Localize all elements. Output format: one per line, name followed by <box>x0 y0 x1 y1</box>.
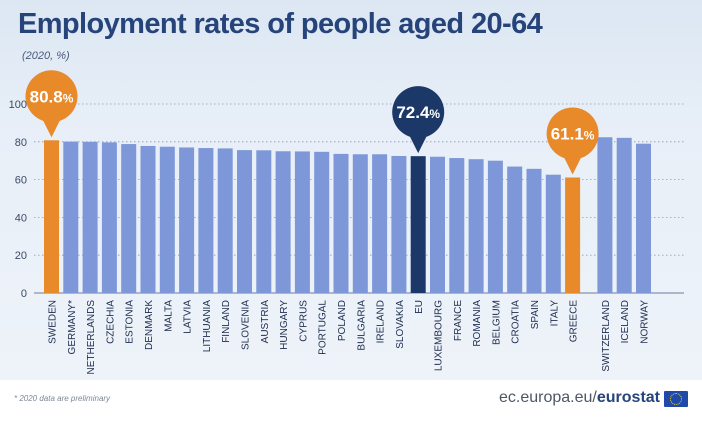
bar <box>333 153 349 293</box>
bar <box>256 150 272 293</box>
category-label: EU <box>414 300 425 314</box>
callout-pointer <box>41 117 62 138</box>
callout-value: 72.4% <box>396 103 440 122</box>
bar <box>468 159 484 293</box>
callout-circle <box>546 107 599 160</box>
source-brand: eurostat <box>596 389 660 406</box>
category-label: GREECE <box>569 300 580 343</box>
category-label: FINLAND <box>221 300 232 343</box>
chart-subtitle: (2020, %) <box>22 50 70 62</box>
category-label: CROATIA <box>511 300 522 344</box>
category-label: CZECHIA <box>105 300 116 344</box>
callout-number: 61.1 <box>551 125 584 144</box>
source-link[interactable]: ec.europa.eu/eurostat <box>499 389 660 407</box>
bar <box>449 158 465 293</box>
bar <box>63 141 79 293</box>
bar-chart: 0 20 40 60 80 100 SWEDEN GERMANY* NETHERLANDS CZE… <box>9 70 684 375</box>
bar <box>352 154 368 293</box>
bar <box>140 145 156 293</box>
bar <box>565 177 581 293</box>
callout-number: 72.4 <box>396 103 430 122</box>
bar <box>430 156 445 293</box>
bar <box>372 154 388 293</box>
category-label: ESTONIA <box>125 300 136 344</box>
callout-unit: % <box>584 129 595 143</box>
bar <box>545 174 561 293</box>
callout-pointer <box>562 154 583 175</box>
category-label: AUSTRIA <box>260 300 271 344</box>
category-label: ICELAND <box>620 300 631 343</box>
category-label: CYPRUS <box>298 300 309 342</box>
footer: * 2020 data are preliminary ec.europa.eu… <box>0 380 702 424</box>
bar <box>410 156 426 293</box>
category-label: ITALY <box>549 300 560 327</box>
category-label: NORWAY <box>640 300 651 344</box>
eu-flag-icon <box>664 391 688 407</box>
category-label: SLOVENIA <box>241 300 252 350</box>
bar <box>507 166 523 293</box>
callout-unit: % <box>429 107 440 121</box>
bar <box>294 151 310 293</box>
bar <box>526 168 542 293</box>
category-label: PORTUGAL <box>318 300 329 355</box>
category-label: BULGARIA <box>356 300 367 351</box>
bar <box>82 141 98 293</box>
category-label: DENMARK <box>144 300 155 350</box>
category-label: SPAIN <box>530 300 541 329</box>
source-prefix: ec.europa.eu/ <box>499 389 597 406</box>
bar <box>314 151 330 293</box>
category-label: LITHUANIA <box>202 300 213 353</box>
callout-number: 80.8 <box>30 87 63 106</box>
category-label: SWITZERLAND <box>601 300 612 372</box>
bar <box>487 160 503 293</box>
chart-background <box>0 0 702 380</box>
bar <box>121 144 137 293</box>
bar <box>44 140 59 293</box>
bar <box>198 148 214 293</box>
y-tick-label: 40 <box>15 212 27 224</box>
bar <box>391 155 407 293</box>
category-label: SLOVAKIA <box>395 300 406 349</box>
callout-value: 61.1% <box>551 125 595 144</box>
category-label: LUXEMBOURG <box>434 300 445 371</box>
category-label: HUNGARY <box>279 300 290 350</box>
y-tick-label: 60 <box>15 175 27 187</box>
bar <box>179 147 195 293</box>
bar <box>237 150 252 293</box>
category-label: SWEDEN <box>48 300 59 344</box>
bar <box>616 137 632 293</box>
y-tick-label: 0 <box>21 288 27 300</box>
category-label: POLAND <box>337 300 348 341</box>
category-label: ROMANIA <box>472 300 483 347</box>
category-label: BELGIUM <box>491 300 502 345</box>
bar <box>159 146 175 293</box>
y-tick-label: 20 <box>15 250 27 262</box>
footnote: * 2020 data are preliminary <box>14 394 111 403</box>
y-tick-label: 80 <box>15 137 27 149</box>
callout-circle <box>25 70 78 123</box>
bar <box>636 143 651 293</box>
callout-value: 80.8% <box>30 87 74 106</box>
bar <box>275 151 291 293</box>
bar <box>597 137 613 293</box>
bar <box>217 148 233 293</box>
category-label: NETHERLANDS <box>86 300 97 375</box>
callout-pointer <box>408 133 429 154</box>
category-label: FRANCE <box>453 300 464 341</box>
callout-circle <box>392 86 445 139</box>
y-tick-label: 100 <box>9 99 27 111</box>
category-label: IRELAND <box>376 300 387 343</box>
chart-title: Employment rates of people aged 20-64 <box>18 8 543 40</box>
category-label: LATVIA <box>183 300 194 334</box>
category-label: MALTA <box>163 300 174 332</box>
category-label: GERMANY* <box>67 300 78 355</box>
callout-unit: % <box>63 91 74 105</box>
bar <box>101 142 117 293</box>
